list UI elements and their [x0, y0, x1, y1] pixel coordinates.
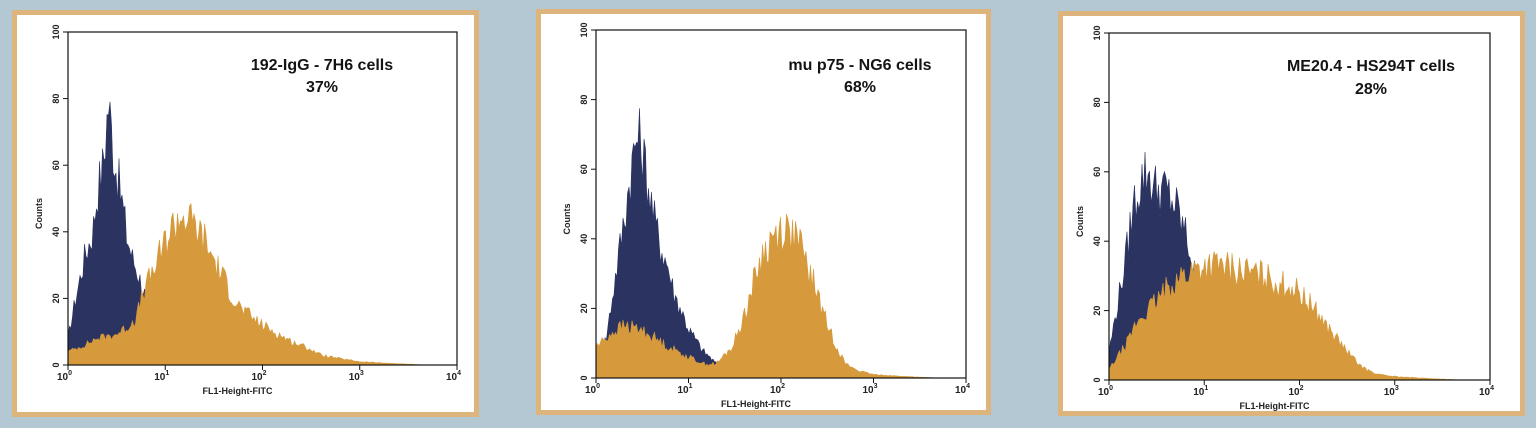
y-tick-label: 100	[579, 22, 589, 37]
y-tick-label: 80	[51, 94, 61, 104]
x-tick-label: 101	[677, 383, 692, 396]
y-tick-label: 100	[1092, 25, 1102, 40]
y-tick-label: 40	[51, 227, 61, 237]
x-tick-label: 104	[955, 383, 970, 396]
y-tick-label: 40	[579, 234, 589, 244]
x-tick-label: 103	[1384, 385, 1399, 398]
percent-label: 28%	[1354, 81, 1388, 98]
histogram-chart-hs294t: 0 20 40 60 80 100 100 101 102 103 104 FL1-Height-FI…	[1075, 25, 1494, 411]
y-tick-label: 20	[1092, 306, 1102, 316]
x-tick-label: 103	[349, 370, 364, 383]
y-tick-label: 60	[1092, 167, 1102, 177]
x-tick-label: 101	[154, 370, 169, 383]
x-tick-label: 102	[1288, 385, 1303, 398]
chart-title: 192-IgG - 7H6 cells	[250, 57, 394, 74]
stained-histogram	[67, 202, 428, 366]
histogram-chart-7h6: 0 20 40 60 80 100 100 101 102 103 104 FL1-Height-FI…	[34, 24, 461, 396]
y-tick-label: 20	[579, 303, 589, 313]
stained-histogram	[595, 213, 939, 379]
stained-histogram	[1108, 251, 1462, 381]
y-tick-label: 0	[51, 362, 61, 367]
x-tick-label: 104	[1479, 385, 1494, 398]
x-tick-label: 100	[585, 383, 600, 396]
x-tick-label: 101	[1193, 385, 1208, 398]
y-tick-label: 40	[1092, 236, 1102, 246]
y-tick-label: 60	[579, 164, 589, 174]
histogram-chart-ng6: 0 20 40 60 80 100 100 101 102 103 104 FL1-Height-FI…	[562, 22, 970, 409]
chart-title: ME20.4 - HS294T cells	[1286, 58, 1456, 75]
percent-label: 68%	[843, 79, 877, 96]
x-tick-label: 104	[446, 370, 461, 383]
x-tick-label: 102	[770, 383, 785, 396]
histogram-panel-hs294t: 0 20 40 60 80 100 100 101 102 103 104 FL1-Height-FI…	[1058, 11, 1525, 416]
y-axis-label: Counts	[34, 198, 44, 229]
y-tick-label: 80	[1092, 97, 1102, 107]
y-tick-label: 80	[579, 95, 589, 105]
control-histogram	[595, 108, 726, 379]
percent-label: 37%	[305, 79, 339, 96]
y-axis-label: Counts	[562, 204, 572, 235]
y-axis-label: Counts	[1075, 206, 1085, 237]
x-axis-label: FL1-Height-FITC	[203, 386, 273, 396]
x-axis-label: FL1-Height-FITC	[721, 399, 791, 409]
y-tick-label: 100	[51, 24, 61, 39]
x-tick-label: 100	[1098, 385, 1113, 398]
x-axis-label: FL1-Height-FITC	[1240, 401, 1310, 411]
x-tick-label: 100	[57, 370, 72, 383]
y-tick-label: 60	[51, 160, 61, 170]
histogram-panel-7h6: 0 20 40 60 80 100 100 101 102 103 104 FL1-Height-FI…	[12, 10, 479, 417]
y-tick-label: 20	[51, 293, 61, 303]
chart-title: mu p75 - NG6 cells	[788, 57, 932, 74]
histogram-panel-ng6: 0 20 40 60 80 100 100 101 102 103 104 FL1-Height-FI…	[536, 9, 991, 415]
y-tick-label: 0	[1092, 377, 1102, 382]
x-tick-label: 103	[862, 383, 877, 396]
x-tick-label: 102	[251, 370, 266, 383]
y-tick-label: 0	[579, 375, 589, 380]
